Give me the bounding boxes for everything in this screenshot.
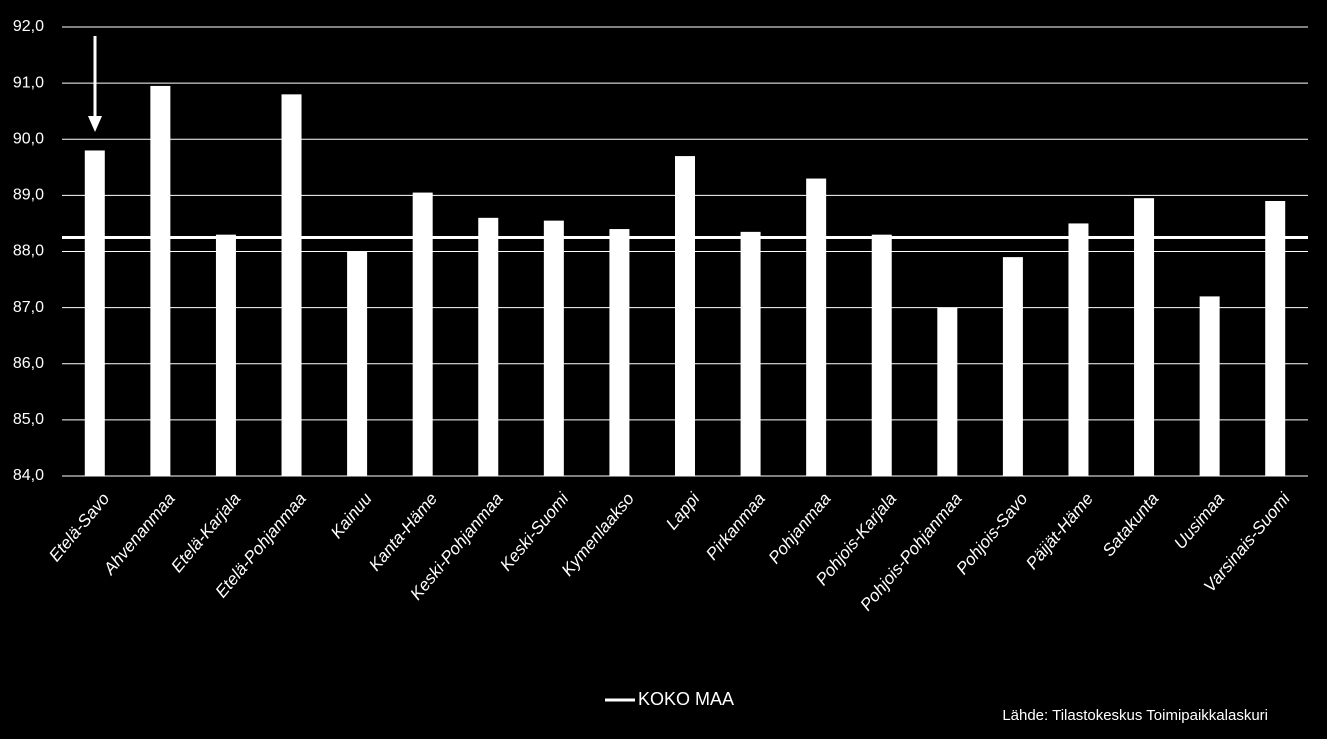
bar [937,307,958,476]
bar [1265,200,1286,477]
x-tick-label: Lappi [662,488,704,533]
x-tick-label: Etelä-Savo [45,489,113,565]
bar [412,192,433,476]
x-tick-label: Kainuu [327,489,376,542]
y-tick-label: 88,0 [13,243,44,260]
y-tick-label: 86,0 [13,355,44,372]
x-tick-label: Satakunta [1099,489,1163,560]
y-tick-label: 89,0 [13,187,44,204]
bar [675,156,695,476]
bar [1068,223,1089,476]
y-tick-label: 90,0 [13,130,44,147]
x-tick-label: Uusimaa [1170,489,1228,553]
bar [84,150,105,476]
bar [215,234,236,476]
y-tick-label: 87,0 [13,299,44,316]
bar [609,229,630,476]
x-tick-label: Päijät-Häme [1022,489,1097,573]
y-tick-label: 91,0 [13,74,44,91]
bar [1199,296,1220,476]
bar [740,231,761,476]
x-tick-label: Pirkanmaa [702,489,769,563]
bar [806,178,827,476]
x-tick-label: Kanta-Häme [365,489,441,574]
bar [1002,257,1023,476]
x-tick-label: Pohjanmaa [765,489,835,567]
legend-label: KOKO MAA [638,689,734,709]
bar [281,94,302,476]
y-tick-label: 92,0 [13,18,44,35]
bar [150,85,171,477]
source-note: Lähde: Tilastokeskus Toimipaikkalaskuri [1002,707,1268,724]
bar [478,217,499,476]
bar [1134,198,1155,476]
bar [871,234,892,476]
y-tick-label: 85,0 [13,411,44,428]
bar [543,220,564,476]
bar [347,251,368,476]
annotation-arrow [88,36,102,132]
y-tick-label: 84,0 [13,467,44,484]
